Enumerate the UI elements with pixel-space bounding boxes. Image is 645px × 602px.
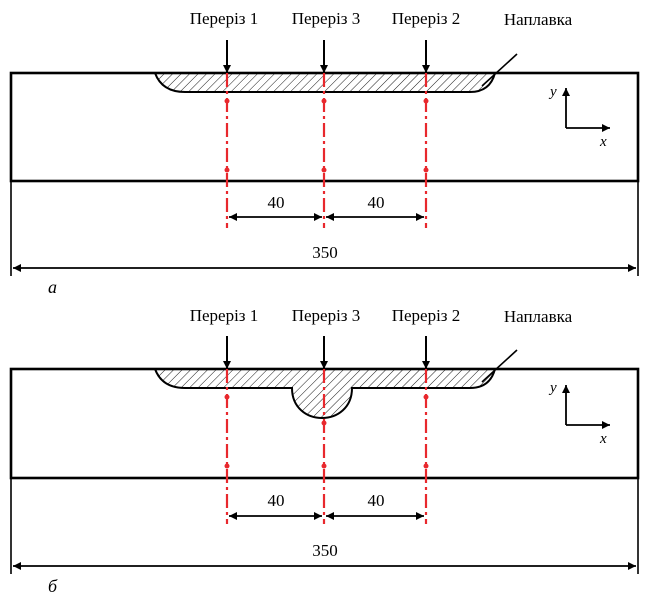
section-point	[224, 463, 230, 469]
section-label-1-b: Переріз 1	[190, 306, 259, 325]
axes-icon-a	[562, 88, 610, 132]
axis-x-label-a: x	[599, 134, 607, 150]
panel-b: Переріз 1 Переріз 3 Переріз 2 Наплавка 4…	[9, 306, 640, 596]
section-label-2-b: Переріз 2	[392, 306, 461, 325]
section-lines-b	[224, 369, 429, 524]
dim-total-a: 350	[312, 243, 338, 262]
axis-y-label-b: y	[548, 380, 557, 396]
section-point	[423, 98, 429, 104]
section-point	[321, 167, 327, 173]
section-point	[224, 98, 230, 104]
section-point	[423, 167, 429, 173]
section-lines-a	[224, 73, 429, 228]
weld-label-a: Наплавка	[504, 10, 573, 29]
section-label-1-a: Переріз 1	[190, 9, 259, 28]
dim-total-b: 350	[312, 541, 338, 560]
section-point	[321, 98, 327, 104]
panel-label-a: а	[48, 277, 57, 297]
axis-y-label-a: y	[548, 84, 557, 100]
dim-right-a: 40	[368, 193, 385, 212]
dim-left-a: 40	[268, 193, 285, 212]
axis-x-label-b: x	[599, 431, 607, 447]
section-label-3-b: Переріз 3	[292, 306, 361, 325]
section-point	[423, 463, 429, 469]
section-point	[321, 463, 327, 469]
dim-left-b: 40	[268, 491, 285, 510]
section-point	[321, 420, 327, 426]
weld-leader-a	[481, 53, 518, 87]
weld-overlay-b	[153, 368, 497, 419]
section-point	[224, 394, 230, 400]
section-label-3-a: Переріз 3	[292, 9, 361, 28]
section-point	[423, 394, 429, 400]
dim-right-b: 40	[368, 491, 385, 510]
section-point	[224, 167, 230, 173]
axes-icon-b	[562, 385, 610, 429]
section-label-2-a: Переріз 2	[392, 9, 461, 28]
weld-label-b: Наплавка	[504, 307, 573, 326]
weld-leader-b	[481, 349, 518, 383]
panel-label-b: б	[48, 576, 58, 596]
panel-a: Переріз 1 Переріз 3 Переріз 2 Наплавка 4…	[9, 9, 640, 297]
